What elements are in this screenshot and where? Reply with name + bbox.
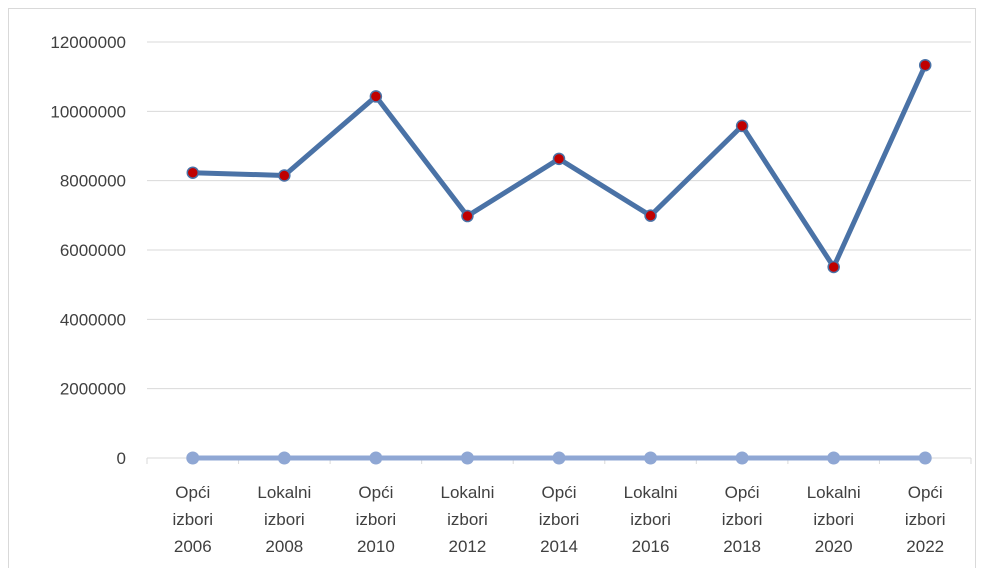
x-tick-label-line: 2018 <box>723 537 761 556</box>
y-tick-label: 10000000 <box>50 102 126 121</box>
y-tick-label: 2000000 <box>60 380 126 399</box>
series-point <box>918 451 932 465</box>
series-point <box>918 58 932 72</box>
x-tick-label-line: 2006 <box>174 537 212 556</box>
x-tick-label-line: Opći <box>358 483 393 502</box>
x-tick-label-line: 2012 <box>449 537 487 556</box>
x-tick-label-line: Opći <box>908 483 943 502</box>
series-point <box>461 209 474 223</box>
x-tick-label-line: izbori <box>264 510 305 529</box>
series-point <box>369 90 383 103</box>
series-point <box>460 451 474 465</box>
series-point <box>369 451 383 465</box>
x-tick-label-line: izbori <box>356 510 397 529</box>
series-point <box>552 451 566 465</box>
x-tick-label-line: Lokalni <box>441 483 495 502</box>
x-tick-label-line: izbori <box>172 510 213 529</box>
x-tick-label-line: izbori <box>539 510 580 529</box>
series-point <box>186 451 200 465</box>
x-axis-tick-labels: Opći izbori 2006 Lokalni izbori 2008 Opći izbor… <box>172 483 945 556</box>
series-point <box>735 119 749 133</box>
series-point <box>278 169 291 182</box>
x-tick-label-line: izbori <box>813 510 854 529</box>
series-point <box>552 152 566 166</box>
x-tick-label-line: Opći <box>542 483 577 502</box>
x-tick-label-line: izbori <box>630 510 671 529</box>
x-tick-label: Lokalni izbori 2016 <box>624 483 678 556</box>
x-tick-label: Opći izbori 2014 <box>539 483 580 556</box>
x-tick-label-line: izbori <box>447 510 488 529</box>
x-tick-label-line: Opći <box>175 483 210 502</box>
y-tick-label: 0 <box>117 449 126 468</box>
series-point <box>827 260 840 274</box>
x-tick-label: Opći izbori 2006 <box>172 483 213 556</box>
series-point <box>186 166 200 179</box>
x-tick-label-line: Lokalni <box>807 483 861 502</box>
x-tick-label-line: Opći <box>725 483 760 502</box>
series-layer <box>186 58 932 465</box>
x-tick-label: Opći izbori 2010 <box>356 483 397 556</box>
series-line <box>190 62 928 270</box>
x-tick-label-line: 2016 <box>632 537 670 556</box>
x-tick-label-line: 2008 <box>265 537 303 556</box>
y-tick-label: 8000000 <box>60 172 126 191</box>
y-tick-label: 6000000 <box>60 241 126 260</box>
x-tick-label: Opći izbori 2022 <box>905 483 946 556</box>
x-tick-label: Lokalni izbori 2020 <box>807 483 861 556</box>
x-tick-label-line: izbori <box>722 510 763 529</box>
x-tick-label-line: 2010 <box>357 537 395 556</box>
series-point <box>277 451 291 465</box>
x-tick-label: Opći izbori 2018 <box>722 483 763 556</box>
x-tick-label-line: Lokalni <box>257 483 311 502</box>
series-point <box>644 209 657 222</box>
y-tick-label: 4000000 <box>60 310 126 329</box>
gridlines <box>147 41 971 390</box>
x-tick-label-line: 2014 <box>540 537 578 556</box>
x-tick-label-line: izbori <box>905 510 946 529</box>
series-point <box>644 451 658 465</box>
series-point <box>735 451 749 465</box>
chart-frame <box>8 8 976 568</box>
x-tick-label: Lokalni izbori 2012 <box>441 483 495 556</box>
x-tick-label: Lokalni izbori 2008 <box>257 483 311 556</box>
y-axis-tick-labels: 0 2000000 4000000 6000000 8000000 10000000 120… <box>50 33 126 468</box>
x-tick-label-line: Lokalni <box>624 483 678 502</box>
x-tick-label-line: 2022 <box>906 537 944 556</box>
series-point <box>827 451 841 465</box>
y-tick-label: 12000000 <box>50 33 126 52</box>
x-tick-label-line: 2020 <box>815 537 853 556</box>
